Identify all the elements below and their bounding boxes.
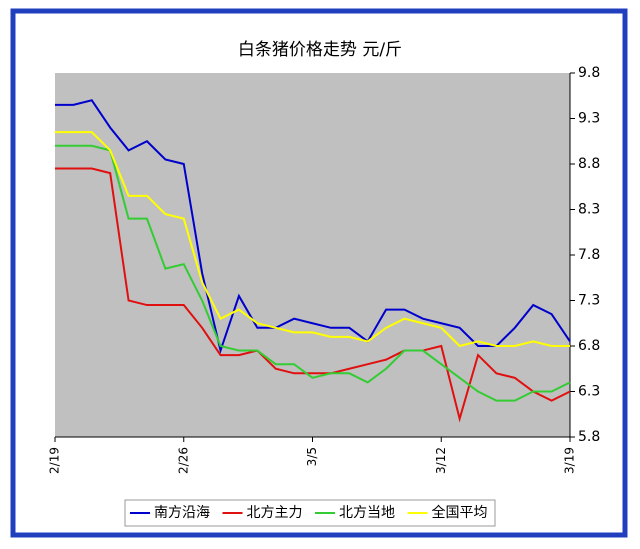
y-tick-label: 6.8 xyxy=(578,338,600,354)
y-tick-label: 7.3 xyxy=(578,293,600,309)
y-tick-label: 7.8 xyxy=(578,247,600,263)
series-line xyxy=(55,144,571,402)
legend xyxy=(124,499,496,527)
legend-label: 北方主力 xyxy=(247,505,303,521)
y-tick-label: 8.8 xyxy=(578,156,600,172)
y-tick-label: 6.3 xyxy=(578,384,600,400)
legend-label: 北方当地 xyxy=(339,505,395,521)
y-tick-label: 9.3 xyxy=(578,111,600,127)
chart-title: 白条猪价格走势 元/斤 xyxy=(238,40,402,60)
legend-label: 南方沿海 xyxy=(154,505,210,521)
x-tick-label: 3/5 xyxy=(305,447,319,466)
y-tick-label: 9.8 xyxy=(578,65,600,81)
series-line xyxy=(55,99,571,355)
y-tick-label: 5.8 xyxy=(578,429,600,445)
x-tick-label: 2/26 xyxy=(176,447,190,474)
x-tick-label: 2/19 xyxy=(48,447,62,474)
x-tick-label: 3/12 xyxy=(434,447,448,474)
x-tick-label: 3/19 xyxy=(563,447,577,474)
series-line xyxy=(55,131,570,348)
legend-label: 全国平均 xyxy=(432,504,488,521)
plot-area xyxy=(55,73,570,437)
y-tick-label: 8.3 xyxy=(578,202,600,218)
series-line xyxy=(55,167,571,423)
